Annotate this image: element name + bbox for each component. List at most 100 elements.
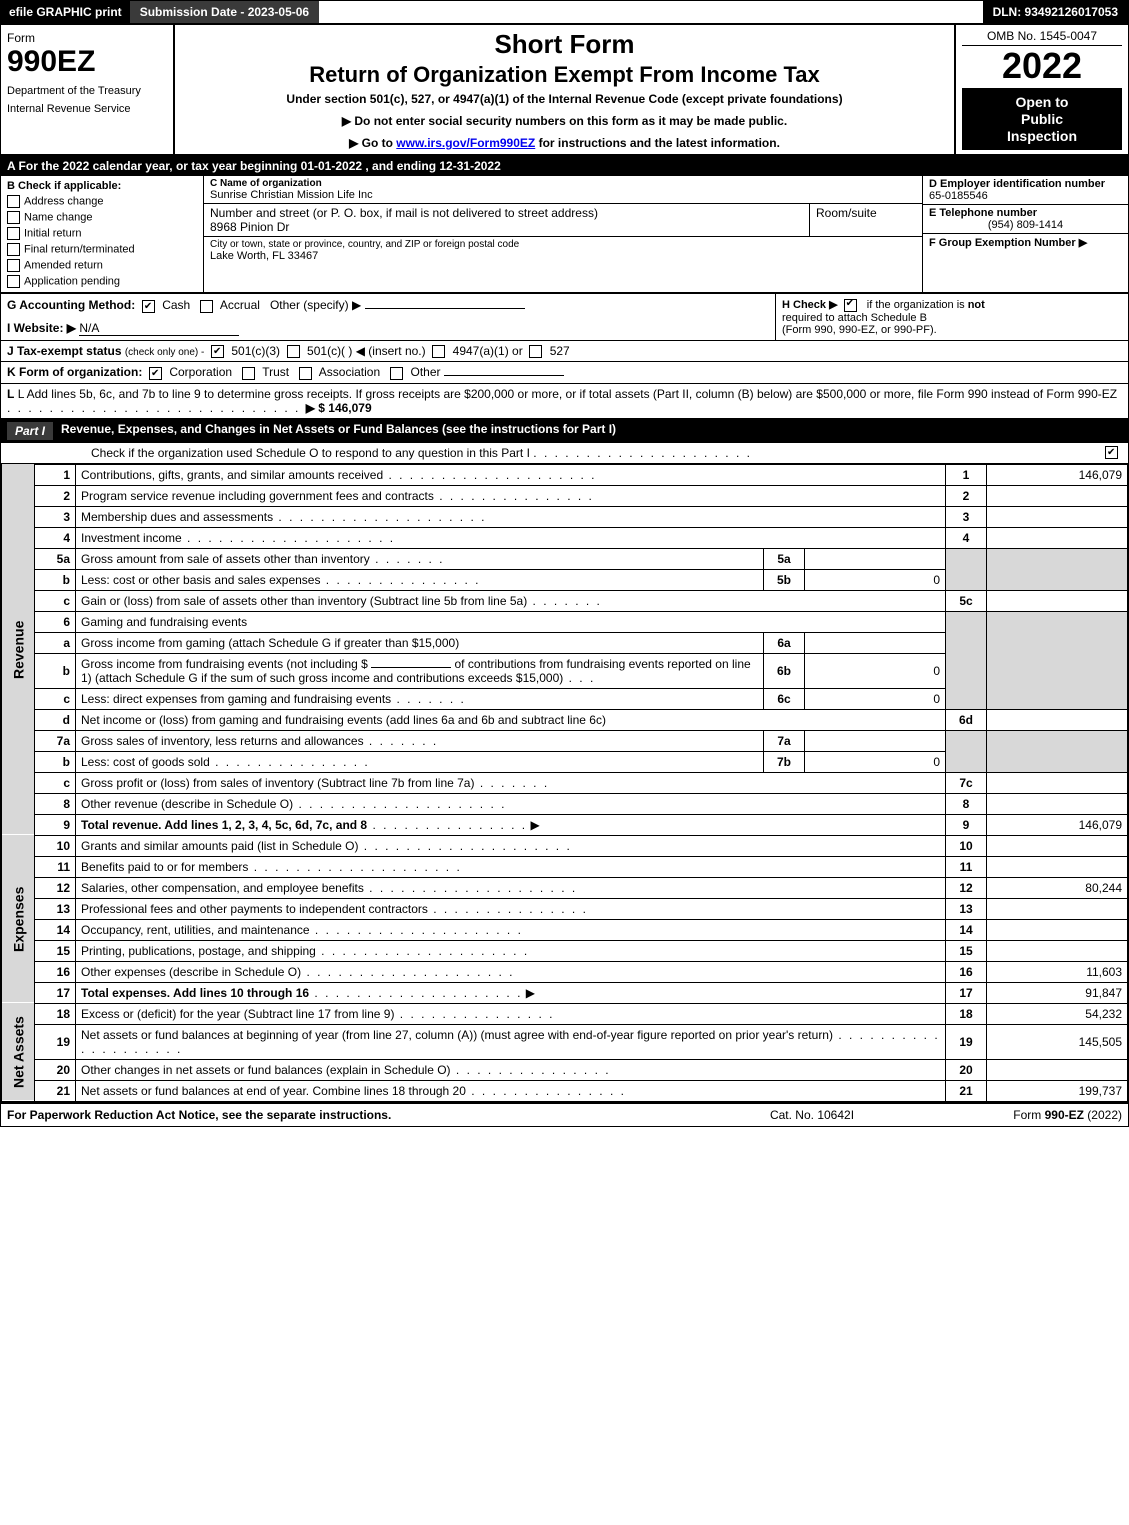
val-6d	[987, 709, 1128, 730]
header-left: Form 990EZ Department of the Treasury In…	[1, 25, 175, 154]
chk-4947[interactable]	[432, 345, 445, 358]
tel-label: E Telephone number	[929, 207, 1122, 219]
city-label: City or town, state or province, country…	[210, 239, 916, 250]
line-11: 11 Benefits paid to or for members . . .…	[2, 856, 1128, 877]
footer-right: Form 990-EZ (2022)	[922, 1108, 1122, 1122]
lines-table: Revenue 1 Contributions, gifts, grants, …	[1, 464, 1128, 1102]
l-text: L Add lines 5b, 6c, and 7b to line 9 to …	[18, 387, 1117, 401]
col-d-ids: D Employer identification number 65-0185…	[922, 176, 1128, 292]
other-org-input[interactable]	[444, 375, 564, 376]
row-k: K Form of organization: Corporation Trus…	[1, 362, 1128, 383]
omb-number: OMB No. 1545-0047	[962, 29, 1122, 46]
subtitle: Under section 501(c), 527, or 4947(a)(1)…	[181, 92, 948, 106]
row-j: J Tax-exempt status (check only one) - 5…	[1, 341, 1128, 362]
val-6c: 0	[805, 688, 946, 709]
chk-association[interactable]	[299, 367, 312, 380]
form-label: Form	[7, 31, 167, 45]
val-8	[987, 793, 1128, 814]
d-ein-row: D Employer identification number 65-0185…	[923, 176, 1128, 205]
chk-trust[interactable]	[242, 367, 255, 380]
chk-address-change[interactable]: Address change	[7, 195, 197, 208]
val-12: 80,244	[987, 877, 1128, 898]
j-label: J Tax-exempt status	[7, 344, 122, 358]
header-right: OMB No. 1545-0047 2022 Open to Public In…	[954, 25, 1128, 154]
b-label: B Check if applicable:	[7, 180, 197, 192]
dept-treasury: Department of the Treasury	[7, 85, 167, 97]
line-13: 13 Professional fees and other payments …	[2, 898, 1128, 919]
footer-left: For Paperwork Reduction Act Notice, see …	[7, 1108, 702, 1122]
ein-value: 65-0185546	[929, 190, 1122, 202]
line-4: 4 Investment income . . . . . . . . . . …	[2, 527, 1128, 548]
street-label: Number and street (or P. O. box, if mail…	[210, 206, 803, 220]
line-5a: 5a Gross amount from sale of assets othe…	[2, 548, 1128, 569]
line-15: 15 Printing, publications, postage, and …	[2, 940, 1128, 961]
side-expenses: Expenses	[2, 835, 35, 1003]
chk-accrual[interactable]	[200, 300, 213, 313]
line-5c: c Gain or (loss) from sale of assets oth…	[2, 590, 1128, 611]
chk-501c[interactable]	[287, 345, 300, 358]
instr2-pre: ▶ Go to	[349, 136, 396, 150]
chk-application-pending[interactable]: Application pending	[7, 275, 197, 288]
e-tel-row: E Telephone number (954) 809-1414	[923, 205, 1128, 234]
header-mid: Short Form Return of Organization Exempt…	[175, 25, 954, 154]
val-18: 54,232	[987, 1003, 1128, 1024]
tax-year: 2022	[962, 48, 1122, 84]
footer-catalog: Cat. No. 10642I	[702, 1108, 922, 1122]
line-6d: d Net income or (loss) from gaming and f…	[2, 709, 1128, 730]
main-title: Return of Organization Exempt From Incom…	[181, 62, 948, 88]
val-20	[987, 1059, 1128, 1080]
line-10: Expenses 10 Grants and similar amounts p…	[2, 835, 1128, 856]
line-9: 9 Total revenue. Add lines 1, 2, 3, 4, 5…	[2, 814, 1128, 835]
open3: Inspection	[966, 128, 1118, 145]
line-14: 14 Occupancy, rent, utilities, and maint…	[2, 919, 1128, 940]
top-bar: efile GRAPHIC print Submission Date - 20…	[1, 1, 1128, 25]
chk-initial-return[interactable]: Initial return	[7, 227, 197, 240]
street: 8968 Pinion Dr	[210, 220, 803, 234]
website-value: N/A	[79, 321, 239, 336]
line-18: Net Assets 18 Excess or (deficit) for th…	[2, 1003, 1128, 1024]
instructions-link[interactable]: www.irs.gov/Form990EZ	[396, 136, 535, 150]
chk-other[interactable]	[390, 367, 403, 380]
g-label: G Accounting Method:	[7, 298, 135, 312]
open2: Public	[966, 111, 1118, 128]
chk-527[interactable]	[529, 345, 542, 358]
chk-final-return[interactable]: Final return/terminated	[7, 243, 197, 256]
dept-irs: Internal Revenue Service	[7, 103, 167, 115]
tel-value: (954) 809-1414	[929, 219, 1122, 231]
chk-corporation[interactable]	[149, 367, 162, 380]
cell-org-name: C Name of organization Sunrise Christian…	[204, 176, 922, 204]
line-7a: 7a Gross sales of inventory, less return…	[2, 730, 1128, 751]
chk-cash[interactable]	[142, 300, 155, 313]
f-group-row: F Group Exemption Number ▶	[923, 234, 1128, 251]
val-5a	[805, 548, 946, 569]
col-b-checkboxes: B Check if applicable: Address change Na…	[1, 176, 204, 292]
chk-schedule-b[interactable]	[844, 299, 857, 312]
info-grid: B Check if applicable: Address change Na…	[1, 176, 1128, 294]
chk-name-change[interactable]: Name change	[7, 211, 197, 224]
val-19: 145,505	[987, 1024, 1128, 1059]
val-5b: 0	[805, 569, 946, 590]
val-21: 199,737	[987, 1080, 1128, 1101]
row-l: L L Add lines 5b, 6c, and 7b to line 9 t…	[1, 384, 1128, 419]
val-11	[987, 856, 1128, 877]
val-1: 146,079	[987, 464, 1128, 485]
chk-501c3[interactable]	[211, 345, 224, 358]
form-container: efile GRAPHIC print Submission Date - 20…	[0, 0, 1129, 1127]
header-row: Form 990EZ Department of the Treasury In…	[1, 25, 1128, 156]
open1: Open to	[966, 94, 1118, 111]
chk-schedule-o-part-i[interactable]	[1105, 446, 1118, 459]
ein-label: D Employer identification number	[929, 178, 1122, 190]
chk-amended-return[interactable]: Amended return	[7, 259, 197, 272]
side-revenue: Revenue	[2, 464, 35, 835]
other-specify-input[interactable]	[365, 308, 525, 309]
part-i-title: Revenue, Expenses, and Changes in Net As…	[61, 422, 616, 440]
i-label: I Website: ▶	[7, 321, 76, 335]
instruction-1: ▶ Do not enter social security numbers o…	[181, 114, 948, 128]
cell-street: Number and street (or P. O. box, if mail…	[204, 204, 922, 237]
row-h: H Check ▶ if the organization is not req…	[775, 294, 1128, 340]
6b-amount-input[interactable]	[371, 667, 451, 668]
page-footer: For Paperwork Reduction Act Notice, see …	[1, 1102, 1128, 1126]
k-label: K Form of organization:	[7, 365, 142, 379]
col-c-org-info: C Name of organization Sunrise Christian…	[204, 176, 922, 292]
part-i-sub: Check if the organization used Schedule …	[1, 443, 1128, 464]
